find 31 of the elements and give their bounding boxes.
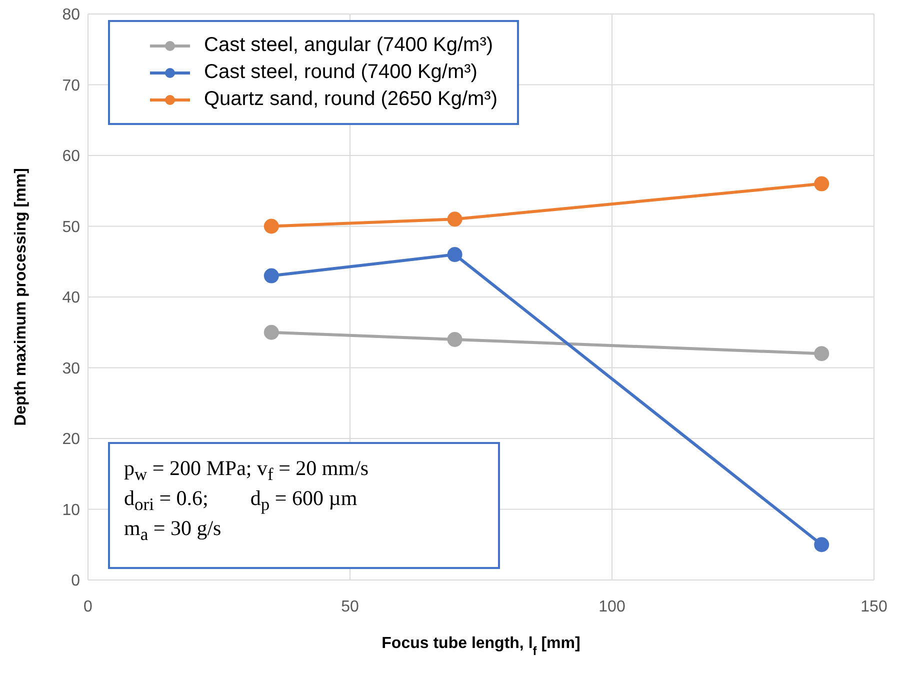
x-axis-title: Focus tube length, l$_{f}$ [mm] xyxy=(382,635,580,658)
y-tick-label: 30 xyxy=(62,360,80,378)
legend-label: Cast steel, angular (7400 Kg/m³) xyxy=(204,34,494,57)
y-tick-label: 10 xyxy=(62,502,80,519)
x-tick-label: 150 xyxy=(860,598,888,616)
point xyxy=(447,332,462,347)
annotation: m$_{a}$ = 30 g/s xyxy=(124,516,222,547)
annotation: d$_{ori}$ = 0.6; d$_{p}$ = 600 µm xyxy=(124,486,358,516)
y-tick-label: 20 xyxy=(62,431,80,448)
point xyxy=(447,212,462,227)
y-tick-label: 50 xyxy=(62,218,80,236)
point xyxy=(814,346,830,362)
point xyxy=(447,247,462,262)
x-tick-label: 0 xyxy=(84,598,93,616)
note-box: p$_{w}$ = 200 MPa; v$_{f}$ = 20 mm/s d$_{ori}$ = 0.6; d$_{p}$ = 600 µm m$_{a}$ = 30 g/s xyxy=(108,442,500,569)
point xyxy=(264,324,279,340)
y-tick-label: 60 xyxy=(62,148,80,166)
x-tick-label: 100 xyxy=(598,598,626,616)
legend-label: Quartz sand, round (2650 Kg/m³) xyxy=(204,88,498,111)
point xyxy=(264,268,279,284)
x-tick-label: 50 xyxy=(341,598,359,616)
legend-label: Cast steel, round (7400 Kg/m³) xyxy=(204,61,478,84)
y-tick-label: 80 xyxy=(62,6,80,24)
y-axis-title: Depth maximum processing [mm] xyxy=(12,168,30,426)
point xyxy=(264,218,279,234)
point xyxy=(814,176,830,192)
y-tick-label: 70 xyxy=(62,77,80,94)
annotation: p$_{w}$ = 200 MPa; v$_{f}$ = 20 mm/s xyxy=(124,456,370,486)
y-tick-label: 40 xyxy=(62,290,80,307)
point xyxy=(814,537,830,552)
y-tick-label: 0 xyxy=(71,572,80,590)
